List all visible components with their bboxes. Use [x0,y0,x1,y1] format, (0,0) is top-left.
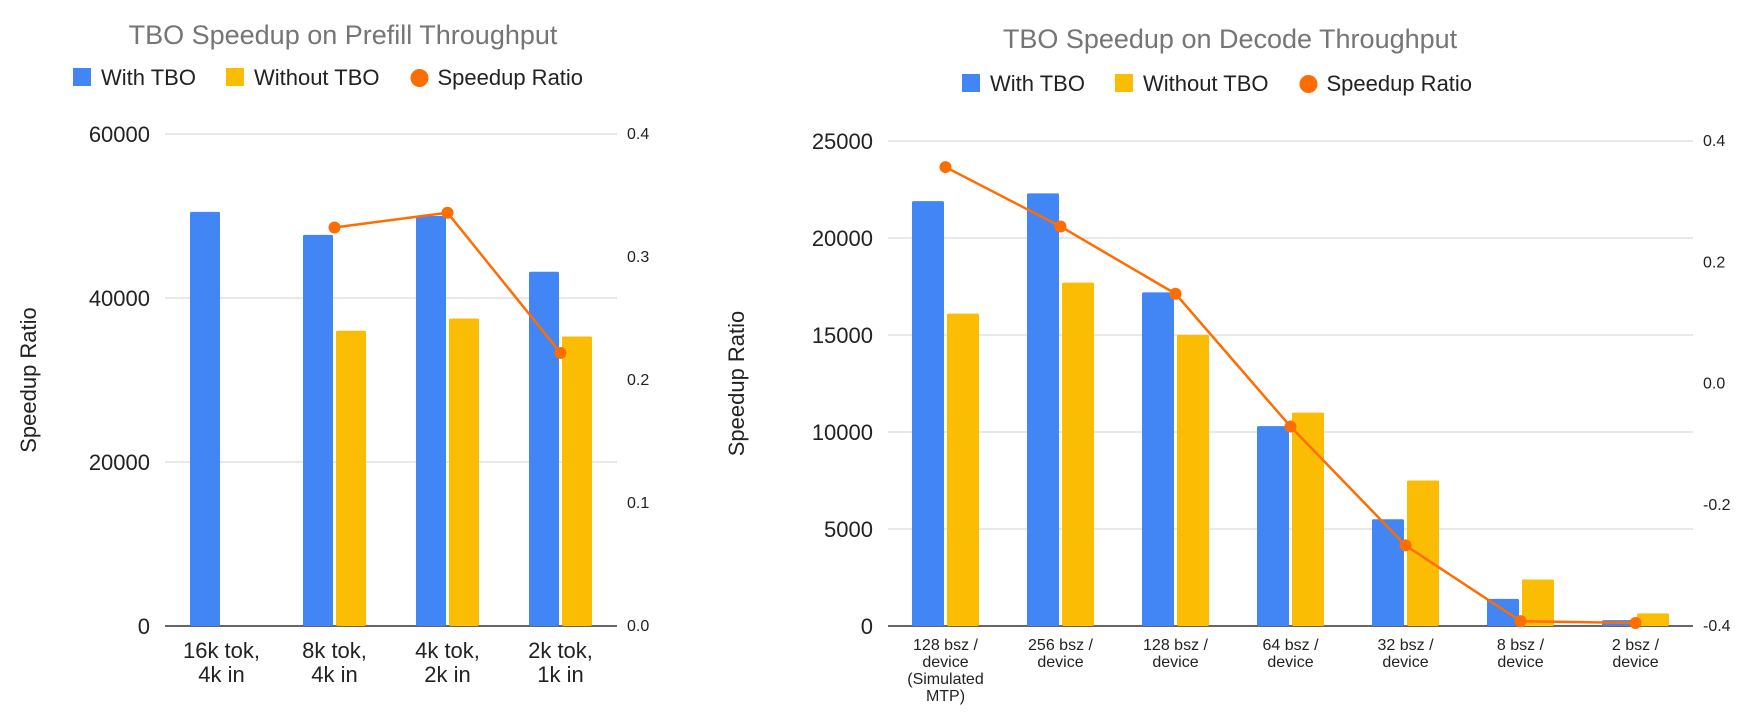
x-tick-label: 8 bsz / device [1497,637,1545,671]
chart-1: TBO Speedup on Prefill Throughput With TB… [16,20,649,687]
x-tick-label: 128 bsz / device [1143,637,1208,671]
y-tick-label: 40000 [89,286,150,311]
legend-item: With TBO [962,71,1085,96]
bar [190,211,220,626]
bar [947,313,979,626]
bar [562,336,592,626]
y2-tick-label: -0.4 [1703,618,1731,635]
bar [912,201,944,626]
legend-swatch [1114,74,1133,92]
bar [1407,480,1439,626]
x-tick-label: 32 bsz / device [1377,637,1434,671]
speedup-point [1629,616,1642,629]
speedup-point [1514,615,1527,628]
y-tick-label: 0 [861,614,873,639]
legend-label: Without TBO [1143,71,1269,96]
speedup-point [328,221,341,234]
y2-tick-label: 0.1 [627,495,649,512]
legend-swatch [73,68,91,86]
y-tick-label: 0 [138,614,150,639]
legend-label: Speedup Ratio [437,65,583,90]
bar [1142,292,1174,626]
speedup-point [1169,287,1182,300]
legend-swatch [962,74,980,92]
y-tick-label: 15000 [812,323,873,348]
x-tick-label: 16k tok, 4k in [183,638,260,687]
x-tick-label: 64 bsz / device [1262,637,1319,671]
speedup-point [1399,539,1412,552]
bar [303,234,333,627]
y2-tick-label: 0.2 [627,372,649,389]
speedup-line [334,211,562,354]
legend-label: Without TBO [254,65,380,90]
legend-label: With TBO [990,71,1085,96]
bar [416,216,446,626]
legend-item: Without TBO [1114,71,1269,96]
bar [1177,335,1209,626]
y2-tick-label: 0.0 [627,618,649,635]
y-tick-label: 10000 [812,420,873,445]
x-tick-label: 2k tok, 1k in [528,638,593,687]
legend-item: With TBO [73,65,196,90]
y2-tick-label: 0.4 [627,126,649,143]
x-tick-label: 256 bsz / device [1028,637,1093,671]
y-axis-title: Speedup Ratio [16,307,41,453]
x-tick-label: 8k tok, 4k in [302,638,367,687]
legend-swatch [225,68,244,86]
bar [449,318,479,626]
y-axis-title: Speedup Ratio [724,311,749,457]
legend-label: With TBO [101,65,196,90]
legend-item: Speedup Ratio [1299,71,1472,96]
bar [1292,412,1324,626]
x-tick-label: 128 bsz / device (Simulated MTP) [907,637,983,705]
legend-marker [410,69,429,87]
y-tick-label: 20000 [89,450,150,475]
x-tick-label: 2 bsz / device [1612,637,1660,671]
bar [1027,193,1059,626]
bar [529,271,559,626]
chart-title: TBO Speedup on Decode Throughput [1003,24,1458,54]
bar [336,330,366,626]
speedup-point [1054,220,1067,233]
legend-item: Without TBO [225,65,380,90]
y2-tick-label: 0.0 [1703,376,1725,393]
legend-marker [1299,75,1318,93]
speedup-point [939,161,952,174]
y2-tick-label: 0.2 [1703,254,1725,271]
x-tick-label: 4k tok, 2k in [415,638,480,687]
y-tick-label: 60000 [89,122,150,147]
speedup-point [1284,420,1297,433]
legend-item: Speedup Ratio [410,65,583,90]
y-tick-label: 25000 [812,129,873,154]
legend-label: Speedup Ratio [1326,71,1472,96]
bar [1257,426,1289,626]
bar [1062,282,1094,626]
y-tick-label: 5000 [824,517,873,542]
chart-title: TBO Speedup on Prefill Throughput [129,20,558,50]
bar [1637,613,1669,626]
y2-tick-label: 0.4 [1703,133,1725,150]
chart-2: TBO Speedup on Decode Throughput With TBO… [724,24,1731,705]
speedup-point [554,346,567,359]
speedup-point [441,206,454,219]
y2-tick-label: -0.2 [1703,497,1731,514]
y-tick-label: 20000 [812,226,873,251]
bar [1522,579,1554,626]
bar [1372,519,1404,626]
y2-tick-label: 0.3 [627,249,649,266]
